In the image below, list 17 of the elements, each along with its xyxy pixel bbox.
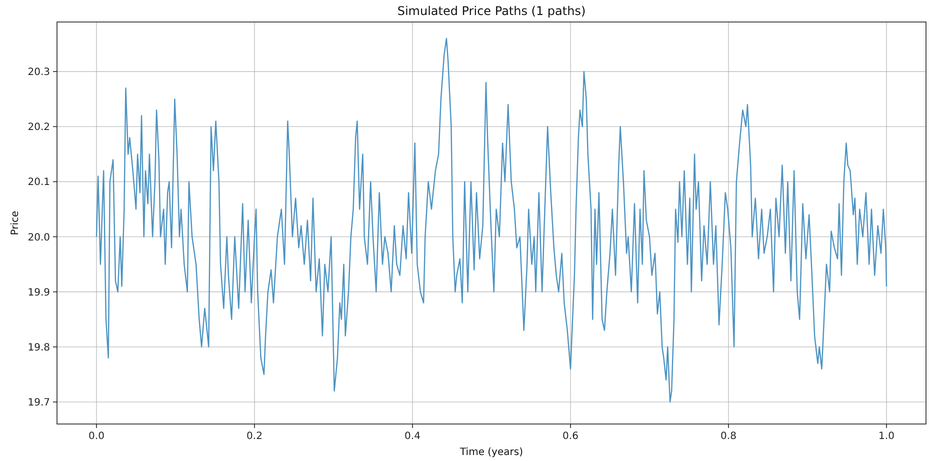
y-tick-label: 19.9 — [28, 287, 50, 298]
x-tick-label: 0.2 — [246, 431, 262, 442]
x-tick-label: 0.8 — [720, 431, 736, 442]
x-tick-label: 0.6 — [562, 431, 578, 442]
y-tick-label: 20.1 — [28, 177, 50, 188]
y-tick-label: 19.8 — [28, 342, 50, 354]
x-tick-label: 0.0 — [88, 431, 104, 442]
x-tick-label: 0.4 — [404, 431, 420, 442]
line-series — [96, 38, 888, 403]
y-axis-title: Price — [10, 210, 21, 236]
x-axis-title: Time (years) — [459, 447, 524, 458]
y-tick-label: 19.7 — [28, 397, 50, 408]
chart-title: Simulated Price Paths (1 paths) — [397, 4, 586, 18]
x-tick-label: 1.0 — [878, 431, 894, 442]
y-tick-label: 20.0 — [28, 232, 50, 244]
y-tick-label: 20.3 — [28, 67, 50, 78]
y-tick-label: 20.2 — [28, 122, 50, 134]
